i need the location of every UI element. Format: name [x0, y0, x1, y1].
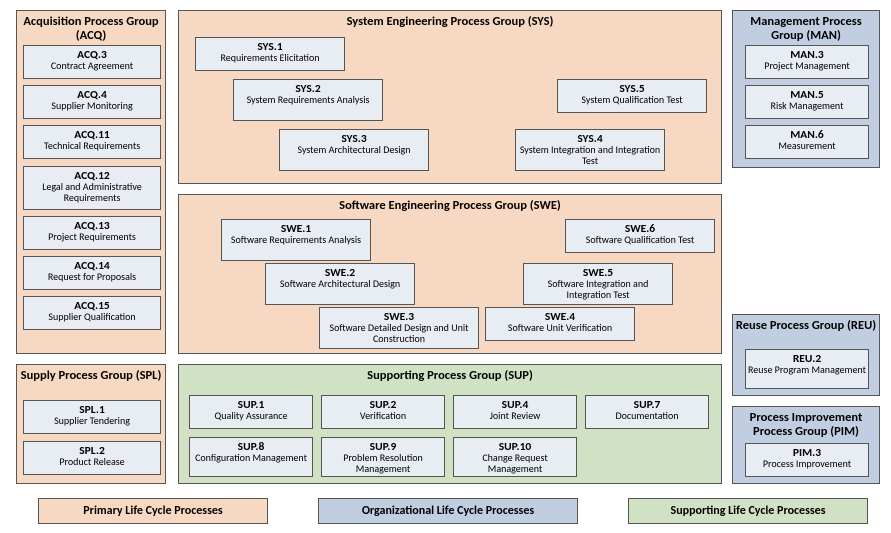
pbox-pim3: PIM.3Process Improvement: [745, 443, 869, 477]
pbox-sys5: SYS.5System Qualification Test: [557, 79, 707, 113]
group-sys: System Engineering Process Group (SYS) S…: [178, 10, 722, 184]
group-acq: Acquisition Process Group (ACQ) ACQ.3Con…: [16, 10, 166, 354]
pbox-sup10: SUP.10Change Request Management: [453, 437, 577, 477]
pbox-acq4: ACQ.4Supplier Monitoring: [23, 85, 161, 119]
group-sup: Supporting Process Group (SUP) SUP.1Qual…: [178, 364, 722, 484]
legend-supporting: Supporting Life Cycle Processes: [628, 498, 868, 524]
group-swe-title: Software Engineering Process Group (SWE): [179, 195, 721, 215]
pbox-man6: MAN.6Measurement: [745, 125, 869, 159]
pbox-acq13: ACQ.13Project Requirements: [23, 216, 161, 250]
pbox-sys1: SYS.1Requirements Elicitation: [195, 37, 345, 71]
process-diagram: Acquisition Process Group (ACQ) ACQ.3Con…: [8, 8, 883, 525]
pbox-spl2: SPL.2Product Release: [23, 441, 161, 475]
pbox-sup2: SUP.2Verification: [321, 395, 445, 429]
pbox-swe2: SWE.2Software Architectural Design: [265, 263, 415, 305]
pbox-reu2: REU.2Reuse Program Management: [745, 349, 869, 389]
group-spl-title: Supply Process Group (SPL): [17, 365, 165, 385]
pbox-spl1: SPL.1Supplier Tendering: [23, 400, 161, 434]
pbox-swe1: SWE.1Software Requirements Analysis: [221, 219, 371, 261]
pbox-sys4: SYS.4System Integration and Integration …: [515, 129, 665, 171]
pbox-swe5: SWE.5Software Integration and Integratio…: [523, 263, 673, 305]
pbox-swe6: SWE.6Software Qualification Test: [565, 219, 715, 253]
group-swe: Software Engineering Process Group (SWE)…: [178, 194, 722, 354]
pbox-sup4: SUP.4Joint Review: [453, 395, 577, 429]
group-acq-title: Acquisition Process Group (ACQ): [17, 11, 165, 46]
pbox-sys2: SYS.2System Requirements Analysis: [233, 79, 383, 121]
pbox-acq15: ACQ.15Supplier Qualification: [23, 296, 161, 330]
legend-organizational: Organizational Life Cycle Processes: [318, 498, 578, 524]
group-reu: Reuse Process Group (REU) REU.2Reuse Pro…: [732, 314, 880, 396]
pbox-swe4: SWE.4Software Unit Verification: [485, 307, 635, 341]
group-man-title: Management Process Group (MAN): [733, 11, 879, 46]
pbox-acq14: ACQ.14Request for Proposals: [23, 256, 161, 290]
pbox-acq3: ACQ.3Contract Agreement: [23, 45, 161, 79]
pbox-man3: MAN.3Project Management: [745, 45, 869, 79]
pbox-sup1: SUP.1Quality Assurance: [189, 395, 313, 429]
legend-primary: Primary Life Cycle Processes: [38, 498, 268, 524]
pbox-sup7: SUP.7Documentation: [585, 395, 709, 429]
group-spl: Supply Process Group (SPL) SPL.1Supplier…: [16, 364, 166, 484]
group-pim-title: Process Improvement Process Group (PIM): [733, 407, 879, 442]
pbox-sup8: SUP.8Configuration Management: [189, 437, 313, 477]
pbox-acq12: ACQ.12Legal and Administrative Requireme…: [23, 166, 161, 210]
pbox-swe3: SWE.3Software Detailed Design and Unit C…: [319, 307, 479, 349]
pbox-sup9: SUP.9Problem Resolution Management: [321, 437, 445, 477]
group-man: Management Process Group (MAN) MAN.3Proj…: [732, 10, 880, 168]
group-sup-title: Supporting Process Group (SUP): [179, 365, 721, 385]
pbox-acq11: ACQ.11Technical Requirements: [23, 125, 161, 159]
pbox-man5: MAN.5Risk Management: [745, 85, 869, 119]
group-pim: Process Improvement Process Group (PIM) …: [732, 406, 880, 484]
group-reu-title: Reuse Process Group (REU): [733, 315, 879, 335]
pbox-sys3: SYS.3System Architectural Design: [279, 129, 429, 171]
group-sys-title: System Engineering Process Group (SYS): [179, 11, 721, 31]
